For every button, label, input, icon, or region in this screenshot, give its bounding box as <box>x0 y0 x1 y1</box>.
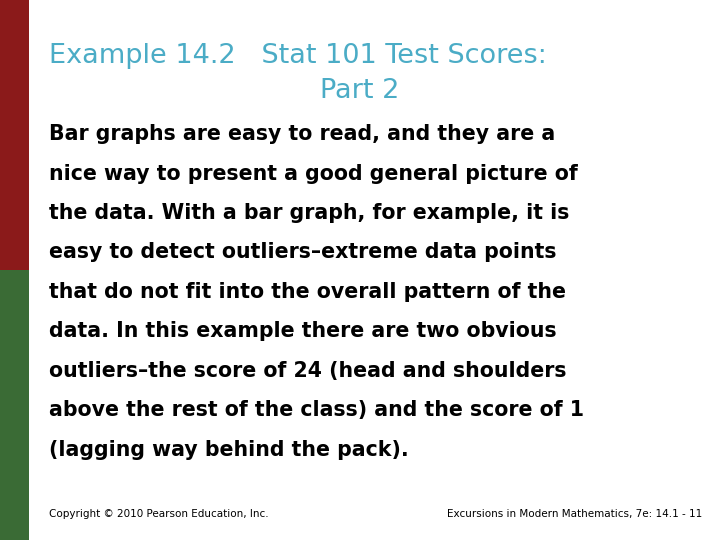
Text: Excursions in Modern Mathematics, 7e: 14.1 - 11: Excursions in Modern Mathematics, 7e: 14… <box>446 509 702 519</box>
Text: Example 14.2   Stat 101 Test Scores:: Example 14.2 Stat 101 Test Scores: <box>49 43 546 69</box>
Text: nice way to present a good general picture of: nice way to present a good general pictu… <box>49 164 577 184</box>
Text: Copyright © 2010 Pearson Education, Inc.: Copyright © 2010 Pearson Education, Inc. <box>49 509 269 519</box>
Text: the data. With a bar graph, for example, it is: the data. With a bar graph, for example,… <box>49 203 570 223</box>
Text: above the rest of the class) and the score of 1: above the rest of the class) and the sco… <box>49 400 584 420</box>
Text: that do not fit into the overall pattern of the: that do not fit into the overall pattern… <box>49 282 566 302</box>
Text: data. In this example there are two obvious: data. In this example there are two obvi… <box>49 321 557 341</box>
Text: Part 2: Part 2 <box>320 78 400 104</box>
Text: outliers–the score of 24 (head and shoulders: outliers–the score of 24 (head and shoul… <box>49 361 567 381</box>
Text: easy to detect outliers–extreme data points: easy to detect outliers–extreme data poi… <box>49 242 557 262</box>
Text: (lagging way behind the pack).: (lagging way behind the pack). <box>49 440 409 460</box>
Text: Bar graphs are easy to read, and they are a: Bar graphs are easy to read, and they ar… <box>49 124 555 144</box>
